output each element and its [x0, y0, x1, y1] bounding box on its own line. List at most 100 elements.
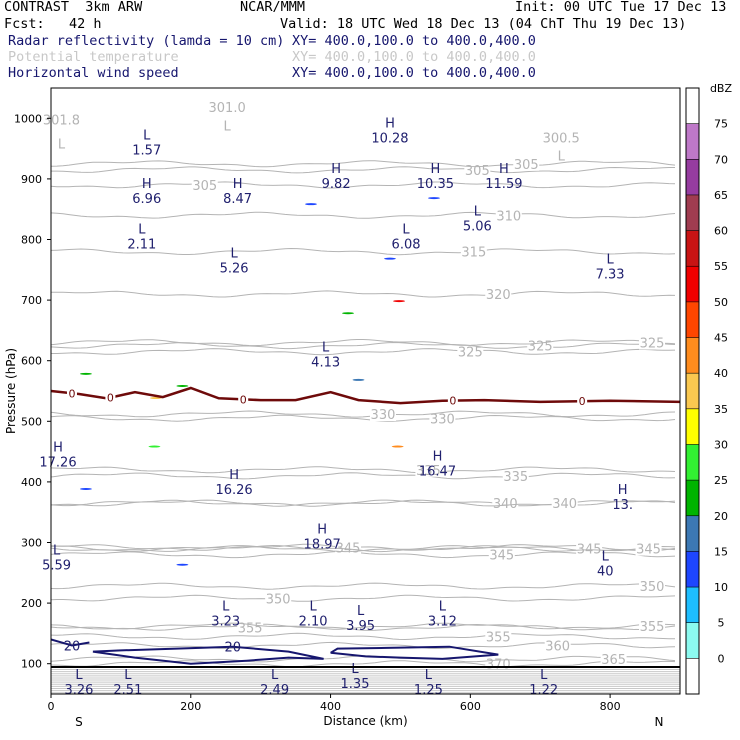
theta-label-bg	[513, 156, 540, 171]
freezing-level-label: 0	[449, 395, 456, 408]
plot-frame	[50, 87, 681, 695]
colorbar-label: 70	[714, 153, 728, 166]
wind-extremum-type: L	[425, 668, 433, 683]
theta-label-bg	[485, 287, 512, 302]
wind-extremum-type: L	[75, 668, 83, 683]
theta-label-bg	[544, 638, 571, 653]
colorbar-label: 60	[714, 225, 728, 238]
theta-label: 305	[514, 158, 539, 173]
y-tick-label: 1000	[14, 112, 42, 125]
y-tick-label: 800	[21, 234, 42, 247]
wind-extremum-type: L	[271, 668, 279, 683]
wind-speed-contour	[330, 645, 499, 660]
wind-extremum-type: H	[331, 162, 341, 177]
theta-label-bg	[600, 651, 627, 666]
theta-extremum-label: 300.5	[543, 132, 580, 147]
theta-isentrope	[51, 348, 676, 356]
field-1-xy: XY= 400.0,100.0 to 400.0,400.0	[292, 33, 536, 49]
theta-isentrope	[51, 582, 676, 590]
theta-label: 310	[496, 209, 521, 224]
wind-contour-label: 20	[224, 641, 241, 656]
theta-extremum-label: 301.0	[209, 101, 246, 116]
freezing-label-bg	[66, 387, 77, 400]
field-2-xy: XY= 400.0,100.0 to 400.0,400.0	[292, 49, 536, 65]
theta-extremum-label: 301.8	[43, 113, 80, 128]
freezing-level-label: 0	[68, 387, 75, 400]
reflectivity-cell	[352, 378, 365, 381]
theta-label: 345	[636, 543, 661, 558]
theta-isentrope	[51, 247, 676, 256]
fcst-label: Fcst:	[4, 16, 45, 32]
wind-speed-contour	[92, 645, 324, 665]
theta-label: 355	[640, 620, 665, 635]
theta-label: 330	[430, 412, 455, 427]
freezing-label-bg	[238, 393, 249, 406]
colorbar-swatch	[686, 444, 699, 481]
wind-extremum-value: 3.12	[428, 614, 457, 629]
wind-extremum-type: H	[499, 162, 509, 177]
wind-extremum-type: L	[357, 604, 365, 619]
wind-extremum-value: 1.57	[132, 144, 161, 159]
colorbar-frame	[685, 87, 700, 695]
theta-label-bg	[639, 619, 666, 634]
colorbar-swatch	[686, 551, 699, 588]
wind-extremum-type: H	[618, 483, 628, 498]
wind-extremum-value: 5.06	[463, 219, 492, 234]
center-name: NCAR/MMM	[240, 0, 306, 15]
theta-label-bg	[265, 591, 292, 606]
x-tick-label: 800	[600, 700, 621, 713]
reflectivity-cell	[79, 487, 92, 490]
wind-extremum-type: L	[322, 341, 330, 356]
wind-extremum-value: 18.97	[304, 537, 341, 552]
colorbar-label: 45	[714, 332, 728, 345]
wind-extremum-value: 10.28	[371, 131, 408, 146]
reflectivity-cell	[176, 384, 189, 387]
theta-label-bg	[488, 547, 515, 562]
wind-extremum-value: 3.26	[64, 683, 93, 698]
reflectivity-cell	[148, 445, 161, 448]
wind-extremum-type: L	[309, 599, 317, 614]
freezing-label-bg	[577, 395, 588, 408]
theta-label-bg	[457, 344, 484, 359]
reflectivity-cell	[393, 300, 406, 303]
y-tick-label: 600	[21, 355, 42, 368]
colorbar-label: 5	[718, 617, 725, 630]
wind-extremum-value: 9.82	[322, 177, 351, 192]
x-tick-label: 600	[460, 700, 481, 713]
wind-extremum-type: L	[351, 662, 359, 677]
colorbar-unit: dBZ	[710, 82, 733, 95]
theta-label-bg	[576, 541, 603, 556]
axis-end-north: N	[655, 715, 664, 729]
colorbar-label: 55	[714, 260, 728, 273]
reflectivity-cell	[176, 563, 189, 566]
colorbar-swatch	[686, 480, 699, 516]
wind-extremum-type: L	[602, 550, 610, 565]
wind-extremum-value: 6.96	[132, 192, 161, 207]
colorbar-swatch	[686, 515, 699, 552]
wind-extremum-value: 2.51	[113, 683, 142, 698]
theta-label: 335	[416, 464, 441, 479]
theta-label-bg	[502, 468, 529, 483]
colorbar-swatch	[686, 587, 699, 623]
colorbar-swatch	[686, 266, 699, 302]
colorbar-label: 20	[714, 510, 728, 523]
theta-label-bg	[460, 244, 487, 259]
theta-label: 340	[552, 497, 577, 512]
theta-isentrope	[51, 543, 676, 551]
x-tick-label: 0	[48, 700, 55, 713]
colorbar-label: 10	[714, 581, 728, 594]
theta-isentrope	[51, 594, 676, 602]
wind-extremum-value: 1.35	[341, 677, 370, 692]
colorbar-swatch	[686, 373, 699, 409]
theta-isentrope	[51, 290, 676, 298]
theta-label-bg	[369, 407, 396, 422]
colorbar-swatch	[686, 194, 699, 231]
theta-isentrope	[51, 410, 676, 418]
wind-extremum-value: 3.23	[211, 614, 240, 629]
wind-extremum-value: 4.13	[311, 356, 340, 371]
theta-label: 325	[458, 346, 483, 361]
theta-label-bg	[639, 335, 666, 350]
colorbar-swatch	[686, 337, 699, 374]
theta-isentrope	[51, 641, 676, 650]
